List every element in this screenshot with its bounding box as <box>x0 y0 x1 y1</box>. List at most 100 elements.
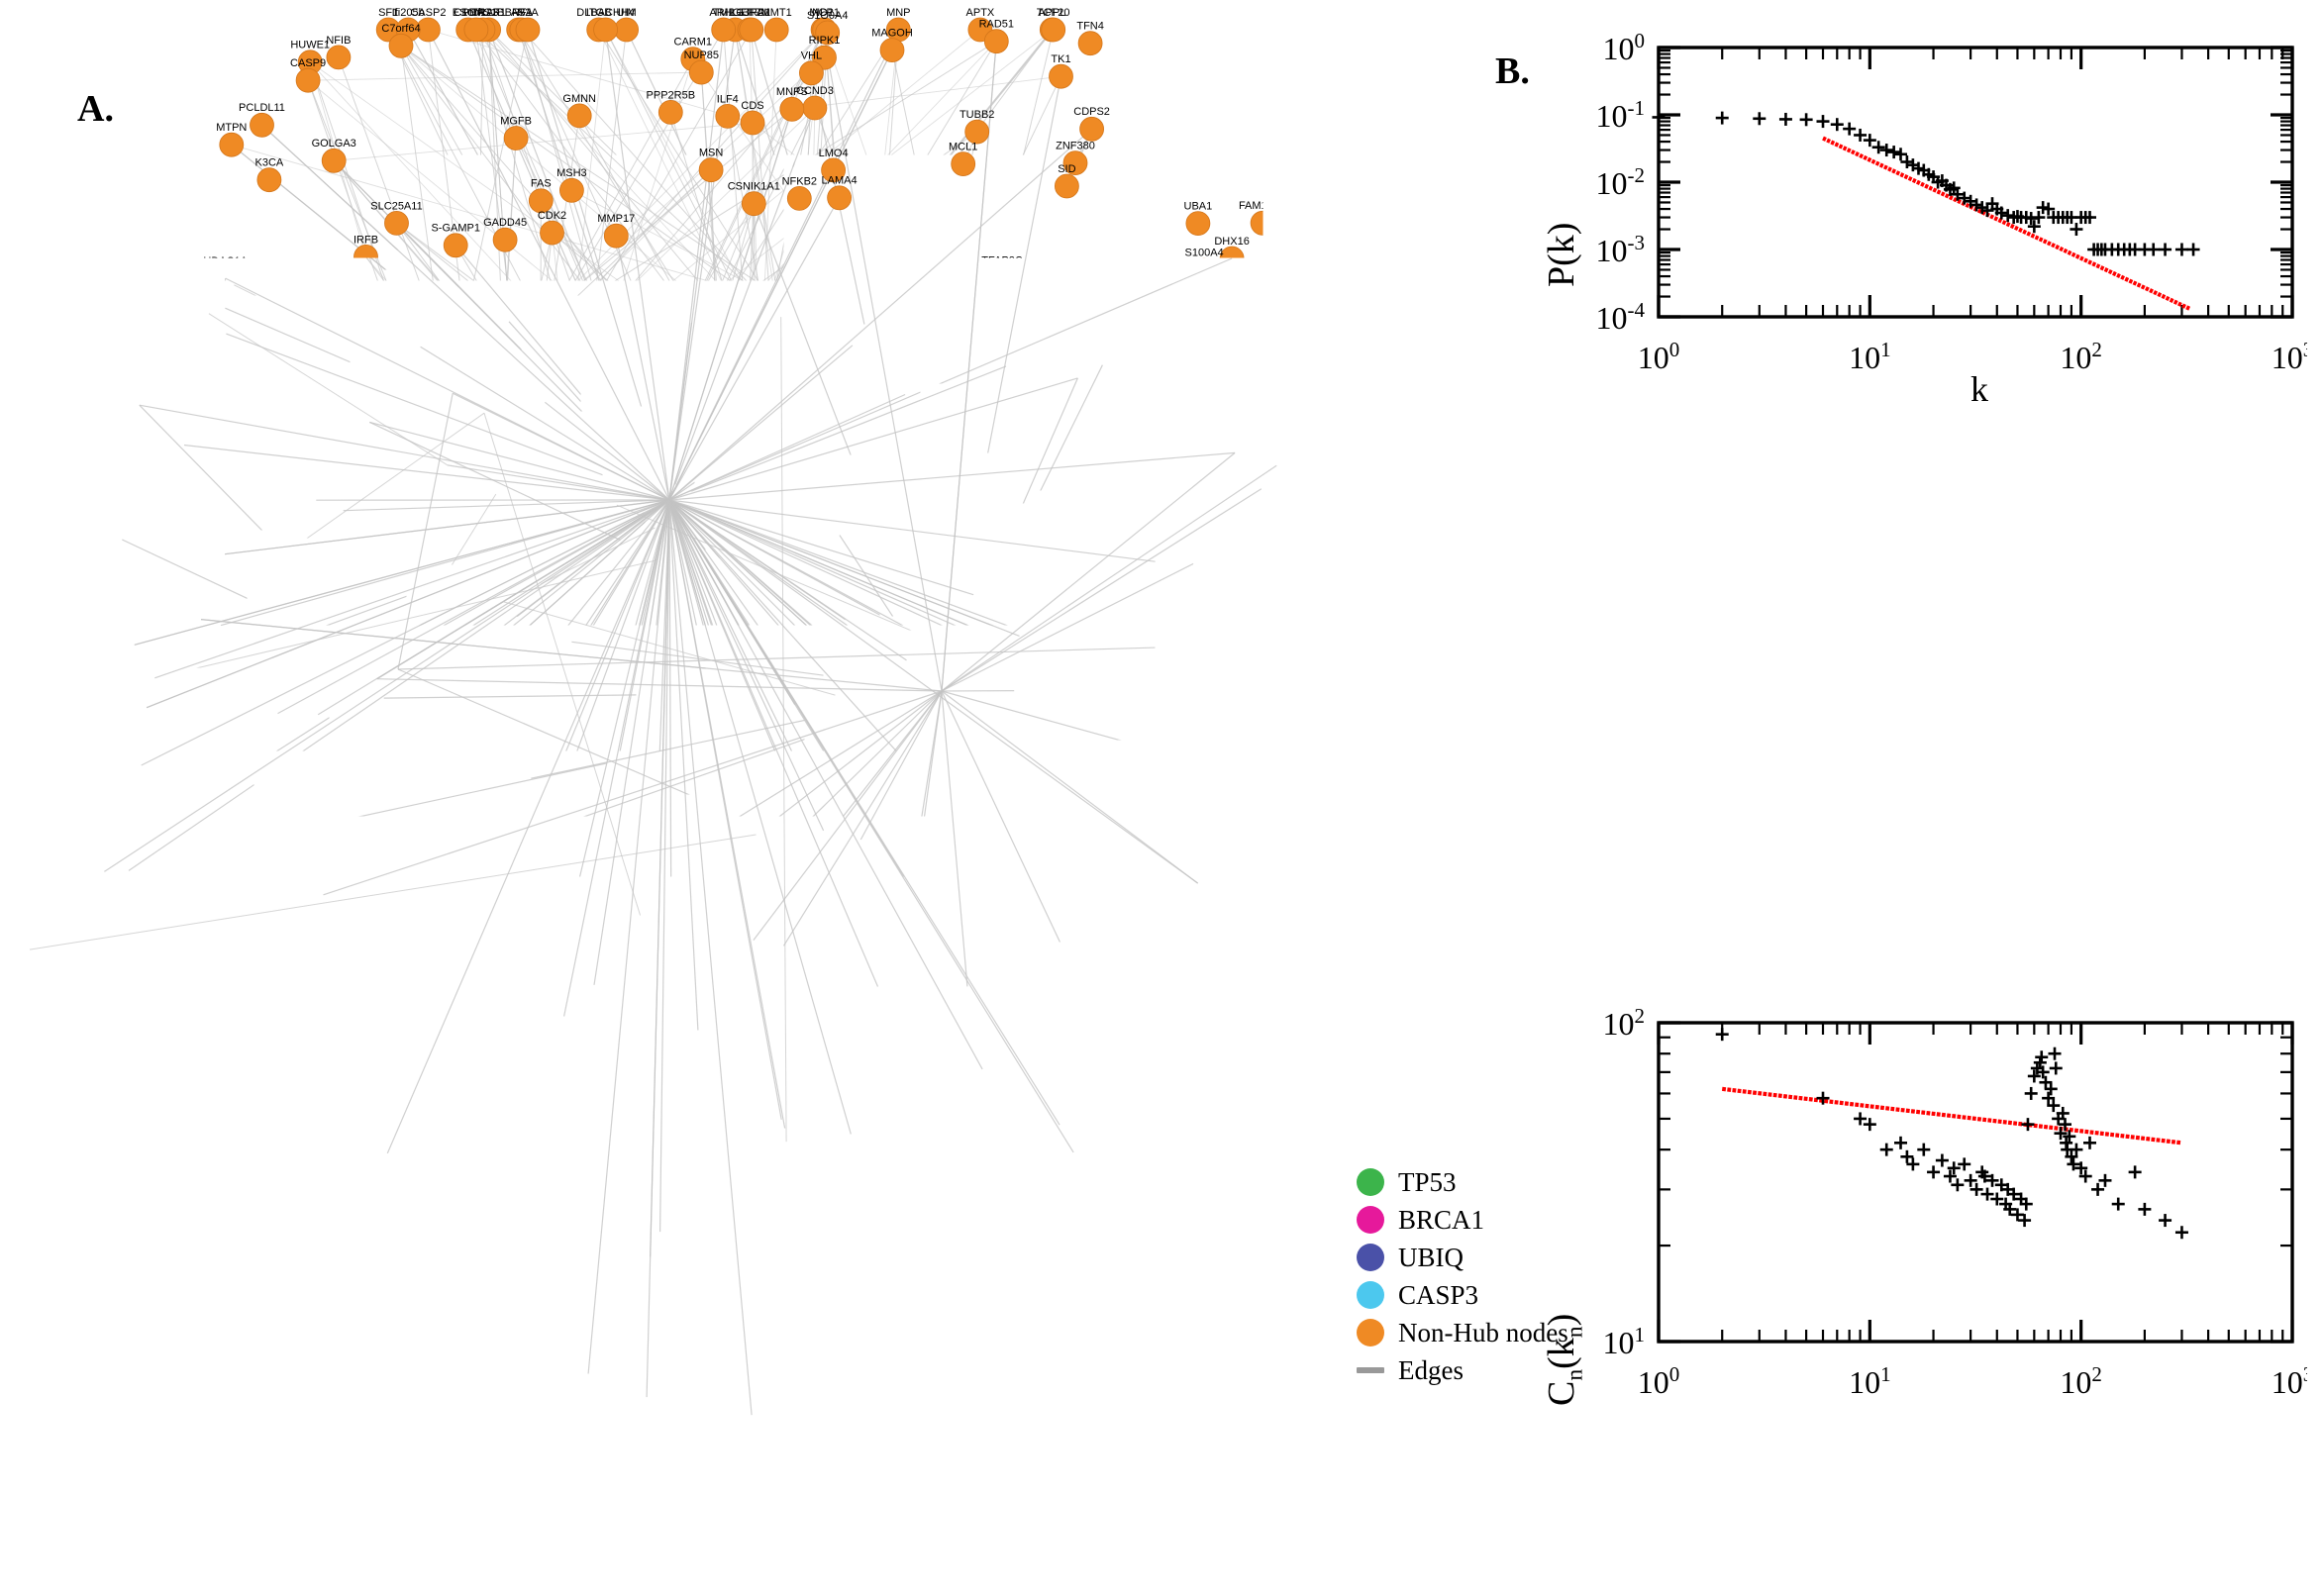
network-node[interactable] <box>1078 794 1102 818</box>
network-node[interactable] <box>312 883 336 907</box>
network-node[interactable] <box>460 1331 484 1354</box>
network-node[interactable] <box>505 605 529 629</box>
network-node[interactable] <box>961 583 985 607</box>
network-node[interactable] <box>18 835 42 858</box>
network-node[interactable] <box>272 473 296 497</box>
network-node[interactable] <box>504 127 528 150</box>
network-node[interactable] <box>594 18 618 42</box>
network-node[interactable] <box>539 767 562 791</box>
network-node[interactable] <box>716 104 740 128</box>
network-node[interactable] <box>901 769 925 793</box>
network-node[interactable] <box>773 1220 797 1244</box>
network-node[interactable] <box>1134 643 1158 666</box>
network-node[interactable] <box>889 902 913 926</box>
network-node[interactable] <box>143 666 166 690</box>
network-node[interactable] <box>165 1096 189 1120</box>
network-node[interactable] <box>425 742 449 765</box>
network-node[interactable] <box>117 858 141 882</box>
network-node[interactable] <box>267 402 291 426</box>
network-node[interactable] <box>712 18 736 42</box>
network-node[interactable] <box>273 1067 297 1091</box>
network-node[interactable] <box>477 1305 501 1329</box>
network-node[interactable] <box>335 875 358 899</box>
network-node[interactable] <box>18 806 42 830</box>
network-node[interactable] <box>539 1257 562 1281</box>
network-node[interactable] <box>354 245 378 268</box>
network-node[interactable] <box>935 1147 959 1170</box>
network-node[interactable] <box>570 814 594 838</box>
network-node[interactable] <box>213 296 237 320</box>
network-node[interactable] <box>209 1179 233 1203</box>
network-node[interactable] <box>873 788 897 812</box>
network-node[interactable] <box>110 1091 134 1115</box>
network-node[interactable] <box>458 671 482 695</box>
network-node[interactable] <box>1099 1183 1123 1207</box>
network-node[interactable] <box>559 178 583 202</box>
network-node[interactable] <box>251 113 274 137</box>
network-node[interactable] <box>92 859 116 883</box>
network-node[interactable] <box>576 1362 600 1386</box>
network-node[interactable] <box>460 970 484 994</box>
network-node[interactable] <box>1110 419 1134 443</box>
network-node[interactable] <box>458 899 482 923</box>
network-node[interactable] <box>1372 636 1396 659</box>
network-node[interactable] <box>304 488 328 512</box>
network-node[interactable] <box>612 972 636 996</box>
network-node[interactable] <box>357 410 381 434</box>
network-node[interactable] <box>256 848 280 872</box>
network-node[interactable] <box>952 152 975 176</box>
network-node[interactable] <box>994 1036 1018 1059</box>
network-node[interactable] <box>755 1244 778 1267</box>
network-node[interactable] <box>750 983 773 1007</box>
network-node[interactable] <box>222 273 246 297</box>
network-node[interactable] <box>740 1403 763 1427</box>
network-node[interactable] <box>533 390 556 414</box>
network-node[interactable] <box>719 531 743 554</box>
network-node[interactable] <box>1023 823 1047 847</box>
network-node[interactable] <box>713 798 737 822</box>
hub-node-casp3[interactable] <box>421 761 482 823</box>
network-node[interactable] <box>1289 753 1313 777</box>
network-node[interactable] <box>329 1289 353 1313</box>
network-node[interactable] <box>951 360 974 384</box>
network-node[interactable] <box>18 781 42 805</box>
network-node[interactable] <box>823 683 847 707</box>
network-node[interactable] <box>322 149 346 172</box>
network-node[interactable] <box>956 974 979 998</box>
network-node[interactable] <box>554 1046 577 1069</box>
network-node[interactable] <box>867 339 891 362</box>
network-node[interactable] <box>1106 1209 1130 1233</box>
network-node[interactable] <box>1330 739 1354 762</box>
network-node[interactable] <box>73 438 97 461</box>
network-node[interactable] <box>374 454 398 478</box>
network-node[interactable] <box>1002 679 1026 703</box>
network-node[interactable] <box>473 350 497 374</box>
network-node[interactable] <box>689 60 713 84</box>
network-node[interactable] <box>409 335 433 358</box>
network-node[interactable] <box>773 794 797 818</box>
network-node[interactable] <box>144 474 167 498</box>
network-node[interactable] <box>1023 631 1047 654</box>
network-node[interactable] <box>441 381 464 405</box>
network-node[interactable] <box>517 871 541 895</box>
network-node[interactable] <box>934 1050 958 1074</box>
network-node[interactable] <box>568 630 592 653</box>
network-node[interactable] <box>295 1214 319 1238</box>
network-node[interactable] <box>533 1055 556 1079</box>
network-node[interactable] <box>1065 366 1089 390</box>
network-node[interactable] <box>299 754 323 778</box>
network-node[interactable] <box>481 945 505 968</box>
network-node[interactable] <box>18 862 42 886</box>
network-node[interactable] <box>871 1015 895 1039</box>
network-node[interactable] <box>1047 518 1070 542</box>
network-node[interactable] <box>555 1220 578 1244</box>
network-node[interactable] <box>906 360 930 384</box>
network-node[interactable] <box>816 21 840 45</box>
network-node[interactable] <box>529 550 553 574</box>
network-node[interactable] <box>742 785 765 809</box>
network-node[interactable] <box>172 434 196 457</box>
network-node[interactable] <box>497 310 521 334</box>
hub-node-brca1[interactable] <box>354 626 442 713</box>
network-node[interactable] <box>841 334 864 357</box>
network-node[interactable] <box>511 1047 535 1070</box>
